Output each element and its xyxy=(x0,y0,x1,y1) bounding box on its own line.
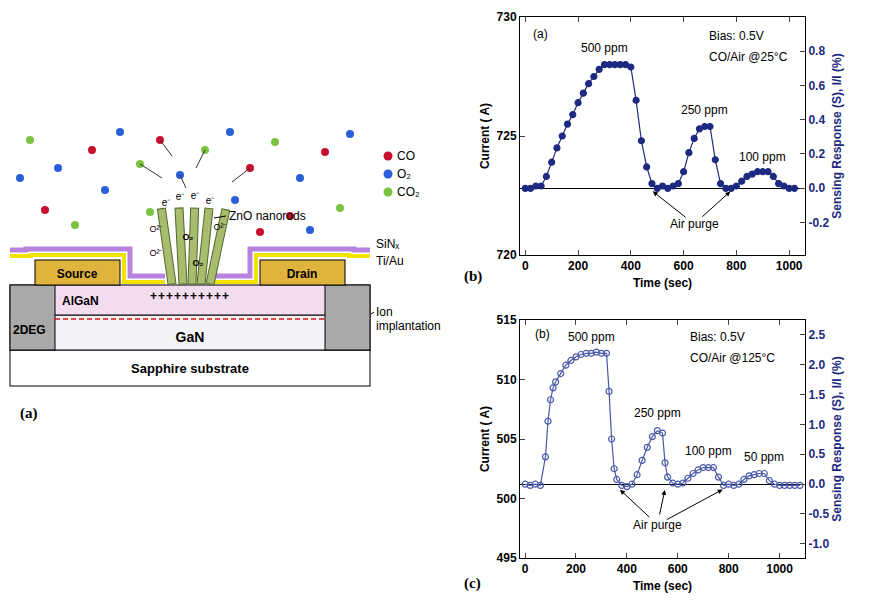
svg-text:100 ppm: 100 ppm xyxy=(685,444,732,458)
svg-text:e⁻: e⁻ xyxy=(206,195,216,206)
svg-text:725: 725 xyxy=(497,129,517,143)
svg-text:2.5: 2.5 xyxy=(808,328,825,342)
svg-text:0.4: 0.4 xyxy=(808,113,825,127)
svg-text:500: 500 xyxy=(497,492,517,506)
svg-text:GaN: GaN xyxy=(176,329,205,345)
svg-text:50 ppm: 50 ppm xyxy=(744,450,784,464)
svg-text:(a): (a) xyxy=(20,405,38,422)
svg-text:Sapphire substrate: Sapphire substrate xyxy=(131,361,249,376)
svg-text:Bias: 0.5V: Bias: 0.5V xyxy=(709,29,764,43)
svg-text:CO/Air @125°C: CO/Air @125°C xyxy=(690,351,775,365)
svg-text:CO/Air @25°C: CO/Air @25°C xyxy=(709,50,788,64)
svg-text:400: 400 xyxy=(617,562,637,576)
html-text:(c): (c) xyxy=(464,575,481,591)
svg-text:Source: Source xyxy=(57,267,98,281)
svg-text:e⁻: e⁻ xyxy=(162,197,172,208)
svg-text:Air purge: Air purge xyxy=(670,217,719,231)
svg-text:800: 800 xyxy=(719,562,739,576)
svg-text:CO₂: CO₂ xyxy=(397,185,420,199)
svg-text:800: 800 xyxy=(726,259,746,273)
svg-text:100 ppm: 100 ppm xyxy=(739,150,786,164)
svg-text:-0.5: -0.5 xyxy=(808,507,829,521)
svg-text:Time (sec): Time (sec) xyxy=(633,579,692,593)
svg-text:600: 600 xyxy=(674,259,694,273)
svg-text:495: 495 xyxy=(497,551,517,565)
svg-text:2.0: 2.0 xyxy=(808,358,825,372)
svg-text:0.8: 0.8 xyxy=(808,44,825,58)
svg-text:0.5: 0.5 xyxy=(808,447,825,461)
svg-text:0.6: 0.6 xyxy=(808,79,825,93)
svg-text:ZnO nanorods: ZnO nanorods xyxy=(229,209,306,223)
svg-text:0.2: 0.2 xyxy=(808,147,825,161)
svg-text:1000: 1000 xyxy=(766,562,793,576)
svg-text:e⁻: e⁻ xyxy=(191,190,201,201)
svg-text:0: 0 xyxy=(522,562,529,576)
svg-text:(b): (b) xyxy=(535,327,550,341)
svg-text:500 ppm: 500 ppm xyxy=(568,330,615,344)
svg-text:O²⁻: O²⁻ xyxy=(150,224,163,234)
svg-text:1.5: 1.5 xyxy=(808,388,825,402)
svg-text:515: 515 xyxy=(497,313,517,327)
svg-text:200: 200 xyxy=(566,562,586,576)
svg-text:730: 730 xyxy=(497,10,517,24)
svg-text:O²⁻: O²⁻ xyxy=(150,248,163,258)
svg-text:Current ( A): Current ( A) xyxy=(478,406,492,472)
svg-text:250 ppm: 250 ppm xyxy=(681,103,728,117)
svg-text:500 ppm: 500 ppm xyxy=(581,41,628,55)
svg-text:SiNₓ: SiNₓ xyxy=(376,237,399,251)
svg-text:e⁻: e⁻ xyxy=(176,191,186,202)
svg-text:0.0: 0.0 xyxy=(808,181,825,195)
svg-text:600: 600 xyxy=(668,562,688,576)
svg-text:-1.0: -1.0 xyxy=(808,537,829,551)
svg-text:O₂: O₂ xyxy=(193,258,204,268)
svg-text:505: 505 xyxy=(497,432,517,446)
svg-text:Drain: Drain xyxy=(287,267,318,281)
svg-text:++++++++++: ++++++++++ xyxy=(150,289,230,303)
svg-text:O²⁻: O²⁻ xyxy=(214,222,227,232)
svg-text:-0.2: -0.2 xyxy=(808,216,829,230)
svg-text:2DEG: 2DEG xyxy=(13,323,46,337)
svg-text:(a): (a) xyxy=(533,27,548,41)
svg-text:720: 720 xyxy=(497,248,517,262)
svg-text:1000: 1000 xyxy=(776,259,803,273)
svg-text:CO: CO xyxy=(397,149,415,163)
svg-text:O₂: O₂ xyxy=(183,232,194,242)
svg-text:Current ( A): Current ( A) xyxy=(478,103,492,169)
svg-text:400: 400 xyxy=(621,259,641,273)
svg-text:Bias: 0.5V: Bias: 0.5V xyxy=(690,330,745,344)
svg-text:Ionimplantation: Ionimplantation xyxy=(376,305,441,333)
svg-text:Air purge: Air purge xyxy=(633,518,682,532)
svg-text:Time (sec): Time (sec) xyxy=(633,276,692,290)
svg-text:O₂: O₂ xyxy=(397,167,411,181)
svg-text:200: 200 xyxy=(568,259,588,273)
svg-text:1.0: 1.0 xyxy=(808,418,825,432)
svg-text:0: 0 xyxy=(522,259,529,273)
svg-text:0.0: 0.0 xyxy=(808,477,825,491)
svg-text:Sensing Response (S), I/I (%): Sensing Response (S), I/I (%) xyxy=(830,53,844,218)
svg-text:AlGaN: AlGaN xyxy=(62,294,99,308)
svg-text:510: 510 xyxy=(497,373,517,387)
svg-text:Ti/Au: Ti/Au xyxy=(376,254,404,268)
svg-text:250 ppm: 250 ppm xyxy=(634,406,681,420)
html-text:(b): (b) xyxy=(464,268,483,284)
svg-text:Sensing Response (S), I/I (%): Sensing Response (S), I/I (%) xyxy=(830,356,844,521)
